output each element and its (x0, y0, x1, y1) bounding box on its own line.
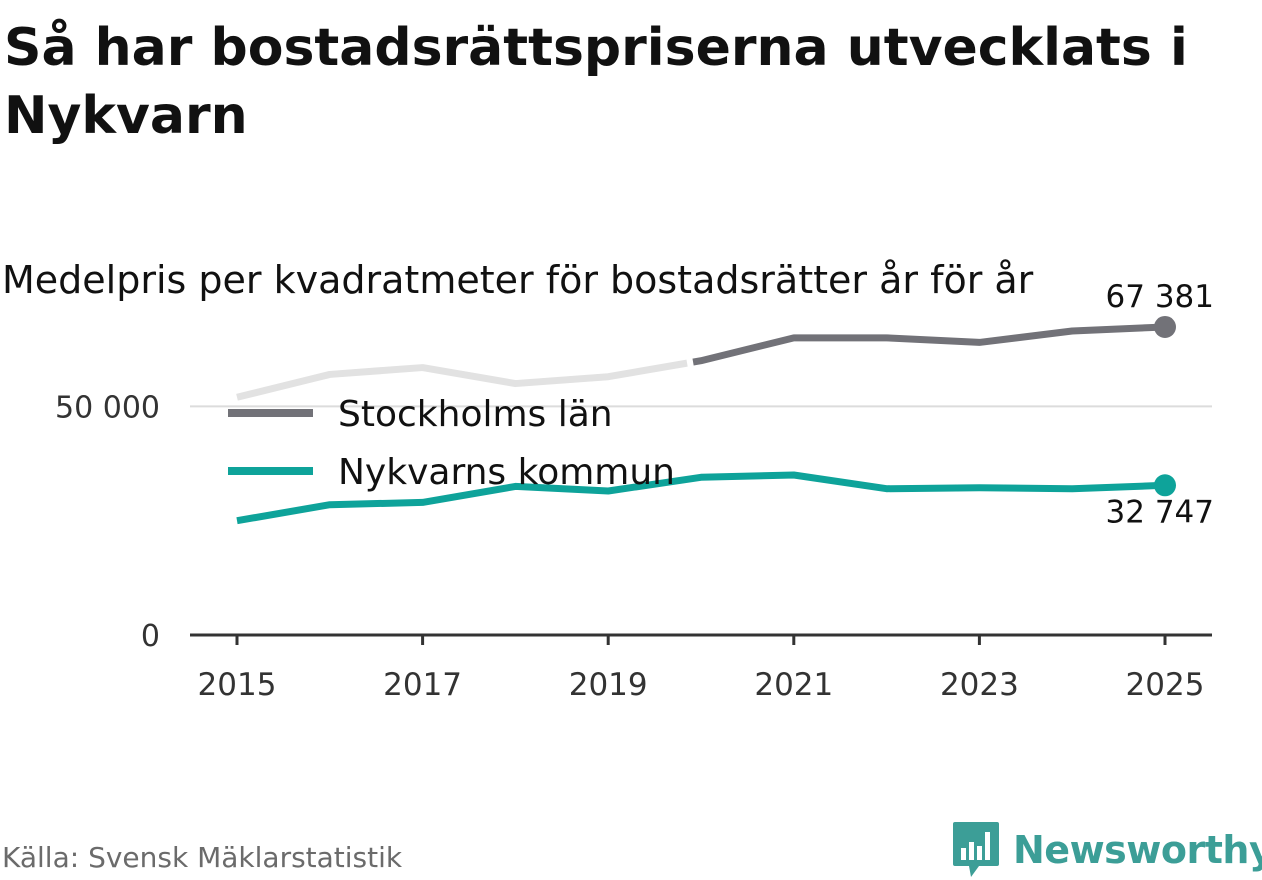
axes: 0 50 000 2015 2017 2019 2021 2023 2025 (55, 390, 1212, 703)
x-tick-label: 2019 (569, 667, 648, 703)
chart-subtitle: Medelpris per kvadratmeter för bostadsrä… (2, 258, 1034, 302)
legend-label: Nykvarns kommun (338, 452, 675, 493)
newsworthy-logo-icon (953, 822, 999, 877)
legend-swatch (228, 409, 313, 417)
brand-logo: Newsworthy (951, 820, 1262, 880)
source-note: Källa: Svensk Mäklarstatistik (2, 841, 403, 874)
end-label-nykvarns-kommun: 32 747 (1106, 494, 1214, 530)
brand-name: Newsworthy (1013, 828, 1262, 872)
legend-swatch (228, 467, 313, 475)
legend-label: Stockholms län (338, 394, 613, 435)
x-tick-label: 2023 (940, 667, 1019, 703)
x-tick-label: 2025 (1126, 667, 1205, 703)
y-tick-label: 50 000 (55, 390, 160, 425)
series-line-nykvarns-kommun (236, 471, 1166, 525)
series-lines (236, 315, 1176, 525)
y-tick-label: 0 (141, 619, 160, 654)
x-tick-label: 2021 (754, 667, 833, 703)
legend: Stockholms län Nykvarns kommun (228, 394, 675, 493)
data-labels: 67 381 32 747 (1106, 279, 1214, 530)
end-point-nykvarns-kommun (1154, 474, 1176, 497)
end-label-stockholms-lan: 67 381 (1106, 279, 1214, 315)
series-line-stockholms-lan-faded (236, 359, 688, 401)
chart-title: Så har bostadsrättspriserna utvecklats i… (4, 18, 1188, 146)
series-line-stockholms-lan (692, 323, 1166, 366)
x-tick-label: 2015 (198, 667, 277, 703)
end-point-stockholms-lan (1154, 315, 1176, 338)
x-tick-label: 2017 (383, 667, 462, 703)
